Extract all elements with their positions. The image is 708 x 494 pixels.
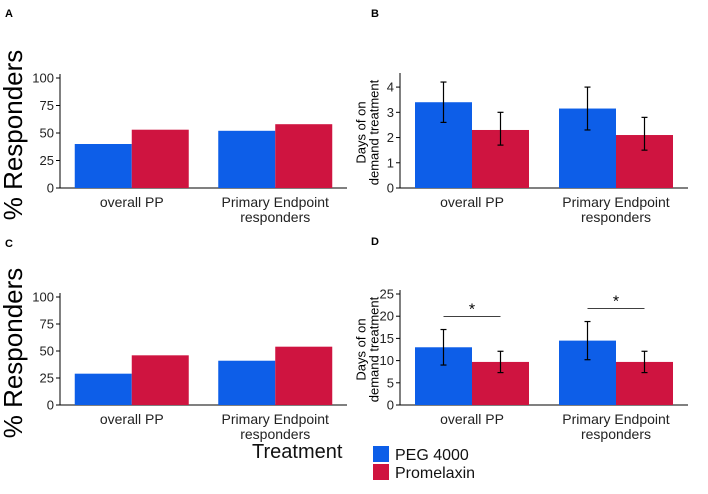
y-axis-label: Days of ondemand treatment (354, 296, 382, 402)
x-tick-label-line: Primary Endpoint (562, 194, 669, 210)
panel-a: A % Responders 0 25 50 75 100 overall PP Primary… (0, 8, 347, 225)
x-tick-label-line: responders (581, 426, 651, 442)
y-axis-label: % Responders (0, 268, 28, 439)
y-tick-label: 100 (32, 71, 54, 86)
y-axis-label-line: Days of on (354, 101, 369, 163)
panel-letter: C (5, 238, 13, 250)
x-tick-label-line: responders (240, 209, 310, 225)
y-tick-label: 75 (40, 98, 54, 113)
x-tick-label-line: responders (240, 426, 310, 442)
legend-swatch-peg-4000 (373, 446, 389, 462)
y-tick-label: 50 (40, 344, 54, 359)
panel-letter: D (371, 236, 379, 248)
x-tick-label: Primary Endpoint responders (562, 194, 669, 225)
bar-peg-4000-1 (74, 373, 132, 405)
y-axis-label: % Responders (0, 50, 28, 221)
y-tick-label: 50 (40, 126, 54, 141)
y-tick-label: 15 (380, 331, 394, 346)
x-tick-label-line: Primary Endpoint (562, 411, 669, 427)
y-tick-label: 100 (32, 290, 54, 305)
bar-peg-4000-2 (218, 360, 276, 405)
legend-title: Treatment (252, 441, 343, 463)
y-tick-label: 0 (47, 181, 54, 196)
panel-letter: B (371, 8, 379, 20)
y-tick-label: 0 (47, 398, 54, 413)
bar-promelaxin-1 (131, 355, 189, 405)
y-axis-label-line: demand treatment (367, 296, 382, 402)
x-tick-label: Primary Endpoint responders (222, 411, 329, 442)
x-tick-label-line: overall PP (100, 411, 164, 427)
y-tick-label: 75 (40, 317, 54, 332)
y-tick-label: 0 (387, 398, 394, 413)
y-tick-label: 4 (387, 80, 394, 95)
y-tick-label: 3 (387, 105, 394, 120)
bar-peg-4000-2 (218, 130, 276, 188)
y-tick-label: 0 (387, 181, 394, 196)
bar-promelaxin-1 (131, 129, 189, 188)
x-tick-label: Primary Endpoint responders (222, 194, 329, 225)
x-tick-label-line: overall PP (440, 411, 504, 427)
y-axis-label: Days of ondemand treatment (354, 79, 382, 185)
y-tick-label: 25 (380, 287, 394, 302)
y-tick-label: 25 (40, 153, 54, 168)
panel-d: D Days of ondemand treatment 0 5 10 15 20 25 * ov… (354, 236, 688, 442)
panel-b: B Days of ondemand treatment 0 1 2 3 4 overall … (354, 8, 688, 225)
y-tick-label: 1 (387, 155, 394, 170)
y-tick-label: 25 (40, 371, 54, 386)
bar-promelaxin-2 (275, 346, 333, 405)
x-tick-label-line: Primary Endpoint (222, 194, 329, 210)
legend-label: PEG 4000 (395, 447, 469, 464)
legend-label: Promelaxin (395, 465, 475, 482)
x-tick-label-line: overall PP (440, 194, 504, 210)
panel-c: C % Responders 0 25 50 75 100 overall PP Primary… (0, 238, 347, 442)
bar-peg-4000-1 (74, 144, 132, 188)
x-tick-label: overall PP (440, 411, 504, 427)
legend-swatch-promelaxin (373, 464, 389, 480)
significance-star: * (469, 302, 475, 319)
x-tick-label-line: overall PP (100, 194, 164, 210)
x-tick-label-line: responders (581, 209, 651, 225)
x-tick-label: Primary Endpoint responders (562, 411, 669, 442)
y-tick-label: 20 (380, 309, 394, 324)
bar-promelaxin-2 (275, 124, 333, 188)
x-tick-label: overall PP (440, 194, 504, 210)
y-tick-label: 2 (387, 130, 394, 145)
panel-letter: A (5, 8, 13, 20)
y-axis-label-line: demand treatment (367, 79, 382, 185)
y-tick-label: 10 (380, 353, 394, 368)
y-axis-label-line: Days of on (354, 318, 369, 380)
x-tick-label: overall PP (100, 194, 164, 210)
x-tick-label-line: Primary Endpoint (222, 411, 329, 427)
y-tick-label: 5 (387, 375, 394, 390)
significance-star: * (613, 294, 619, 311)
x-tick-label: overall PP (100, 411, 164, 427)
